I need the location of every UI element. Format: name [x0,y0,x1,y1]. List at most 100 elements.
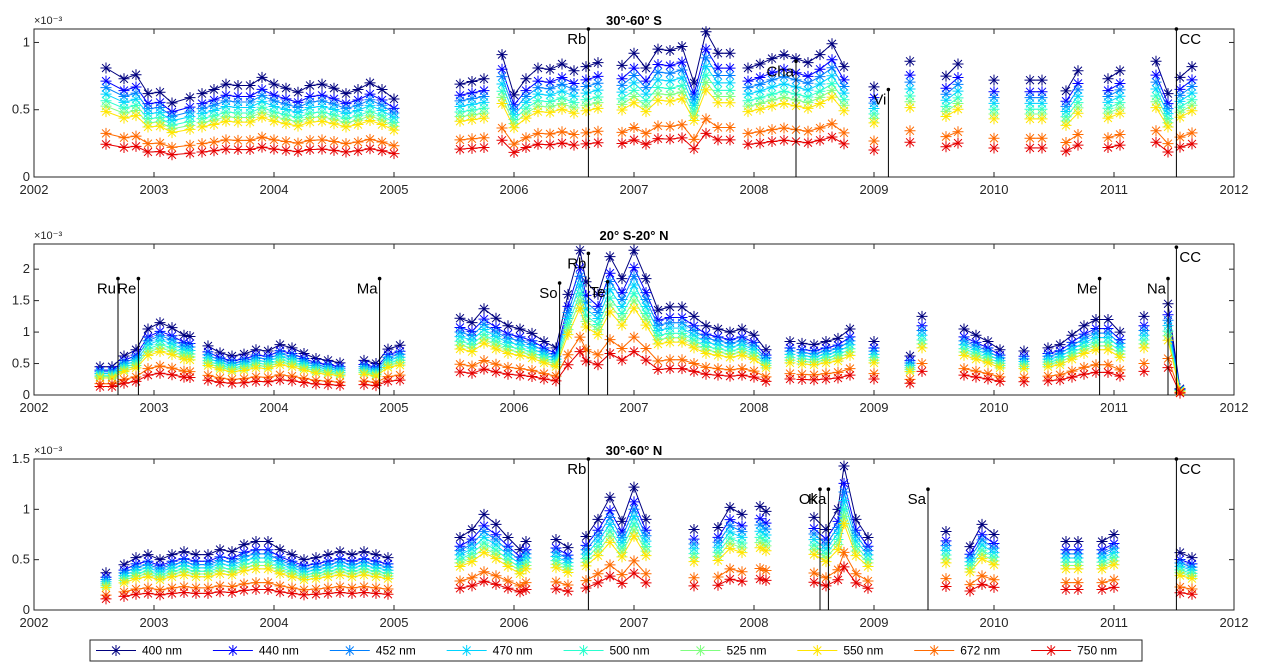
data-point [1060,563,1072,575]
data-point [142,582,154,594]
data-point [676,336,688,348]
data-point [370,370,382,382]
event-dot [1174,245,1179,249]
data-point [466,360,478,372]
data-point [904,96,916,108]
data-point [226,366,238,378]
data-point [640,88,652,100]
data-point [724,84,736,96]
y-exponent-label: ×10⁻³ [34,445,62,457]
data-point [1186,127,1198,139]
data-point [316,134,328,146]
data-point [736,363,748,375]
event-dot [1174,27,1179,31]
data-point [496,122,508,134]
data-point [628,279,640,291]
data-point [202,571,214,583]
data-point [454,100,466,112]
data-point [298,574,310,586]
data-point [628,511,640,523]
data-point [838,105,850,117]
data-point [532,106,544,118]
data-point [262,363,274,375]
x-tick-label: 2010 [980,182,1009,197]
legend-marker [1045,645,1057,656]
data-point [1060,119,1072,131]
data-point [178,353,190,365]
data-point [904,76,916,88]
data-point [688,572,700,584]
event-label: Me [1077,281,1098,298]
data-point [676,354,688,366]
data-point [184,371,196,383]
data-point [808,523,820,534]
data-point [142,363,154,375]
data-point [256,89,268,101]
data-point [778,49,790,61]
data-point [154,574,166,586]
event-label: CC [1179,249,1201,266]
data-point [802,91,814,103]
data-point [1072,128,1084,140]
data-point [142,121,154,133]
data-point [514,349,526,361]
data-point [1066,353,1078,365]
data-point [700,127,712,139]
data-point [628,91,640,103]
data-point [154,367,166,379]
data-point [664,45,676,57]
data-point [760,545,772,557]
data-point [1150,69,1162,81]
data-point [700,347,712,359]
data-point [304,134,316,146]
data-point [604,536,616,548]
data-point [142,549,154,561]
data-point [544,83,556,95]
y-tick-label: 0 [23,602,30,617]
data-point [382,375,394,387]
data-point [1174,131,1186,143]
data-point [556,126,568,138]
data-point [1114,77,1126,89]
data-point [1054,359,1066,371]
data-point [1150,90,1162,102]
data-point [580,87,592,99]
data-point [754,513,766,525]
data-point [676,64,688,76]
x-tick-label: 2007 [620,182,649,197]
data-point [364,143,376,155]
data-point [826,78,838,90]
data-point [352,145,364,157]
event-label: Te [590,284,606,301]
legend-marker [344,645,356,656]
data-point [970,365,982,377]
data-point [466,367,478,379]
data-point [736,508,748,520]
data-point [154,360,166,372]
data-point [802,70,814,82]
data-point [574,331,586,343]
data-point [904,377,916,389]
data-point [754,103,766,115]
data-point [652,43,664,55]
data-point [496,91,508,103]
data-point [376,119,388,131]
data-point [808,339,820,351]
data-point [700,69,712,81]
data-point [802,77,814,89]
data-point [478,508,490,520]
y-tick-label: 0 [23,387,30,402]
data-point [268,95,280,107]
data-point [604,292,616,304]
data-point [166,127,178,139]
data-point [478,337,490,349]
data-point [712,62,724,74]
data-point [364,133,376,145]
data-point [868,357,880,369]
data-point [466,556,478,568]
data-point [736,575,748,587]
data-point [778,85,790,97]
data-point [532,127,544,139]
data-point [520,90,532,102]
data-point [814,63,826,75]
